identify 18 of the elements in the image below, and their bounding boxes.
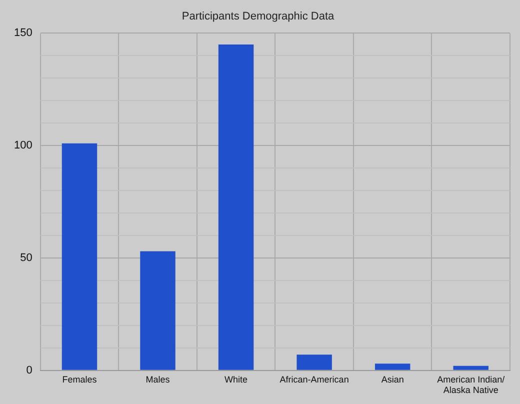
bar [218,44,254,370]
bar [453,366,488,370]
x-tick-label: Males [146,374,170,384]
y-tick-label: 50 [20,252,32,264]
category-label: Alaska Native [443,385,498,396]
x-tick-label: Asian [381,374,404,384]
x-tick-label: White [224,374,248,384]
y-tick-label: 100 [14,140,32,152]
bar [296,354,332,370]
category-label: American Indian/ [437,374,505,384]
bar [374,364,410,370]
bar [62,143,98,370]
bar [140,251,176,370]
x-tick-label: Females [62,374,98,384]
y-tick-label: 150 [14,27,32,40]
x-tick-label: African-American [280,374,349,384]
chart-title: Participants Demographic Data [182,10,335,23]
y-tick-label: 0 [26,364,32,376]
